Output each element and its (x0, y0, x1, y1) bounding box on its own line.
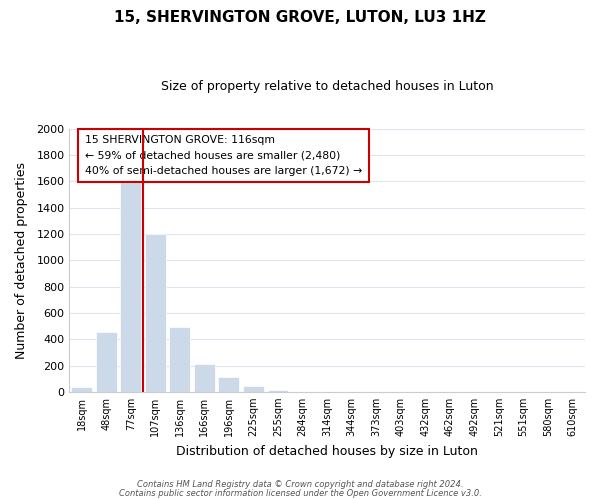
Bar (268, 390, 289, 392)
Text: 15 SHERVINGTON GROVE: 116sqm
← 59% of detached houses are smaller (2,480)
40% of: 15 SHERVINGTON GROVE: 116sqm ← 59% of de… (85, 136, 362, 176)
Bar (96, 332, 116, 392)
Bar (71, 387, 92, 392)
Bar (218, 376, 239, 392)
Text: Contains HM Land Registry data © Crown copyright and database right 2024.: Contains HM Land Registry data © Crown c… (137, 480, 463, 489)
Bar (120, 182, 141, 392)
Bar (169, 328, 190, 392)
Y-axis label: Number of detached properties: Number of detached properties (15, 162, 28, 359)
X-axis label: Distribution of detached houses by size in Luton: Distribution of detached houses by size … (176, 444, 478, 458)
Title: Size of property relative to detached houses in Luton: Size of property relative to detached ho… (161, 80, 493, 93)
Bar (145, 234, 166, 392)
Text: 15, SHERVINGTON GROVE, LUTON, LU3 1HZ: 15, SHERVINGTON GROVE, LUTON, LU3 1HZ (114, 10, 486, 25)
Bar (194, 364, 215, 392)
Bar (243, 386, 264, 392)
Text: Contains public sector information licensed under the Open Government Licence v3: Contains public sector information licen… (119, 489, 481, 498)
